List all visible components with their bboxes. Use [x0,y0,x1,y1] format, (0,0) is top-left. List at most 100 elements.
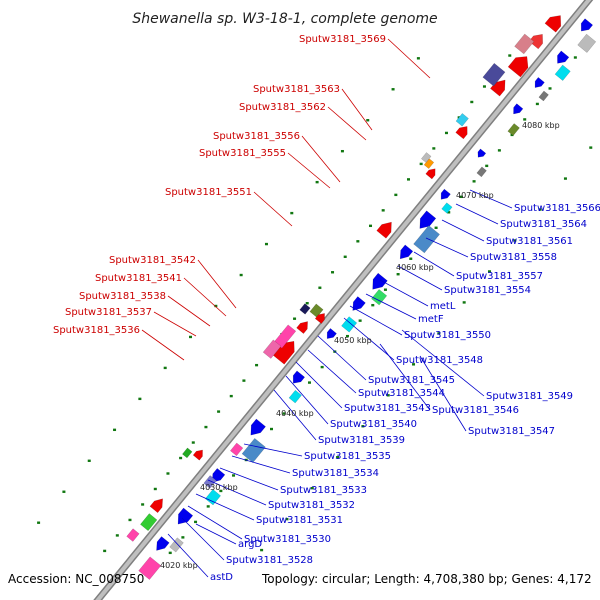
tick-dot [508,54,512,57]
gene-feature [528,34,543,50]
gene-feature [211,468,226,483]
tick-dot [194,520,198,524]
gene-label-Sputw3181_3534: Sputw3181_3534 [292,468,379,479]
gene-feature [169,537,184,553]
leader-line [207,479,267,506]
leader-line [425,237,469,258]
tick-dot [62,490,66,493]
tick-dot [444,131,448,135]
tick-dot [358,319,362,322]
gene-label-Sputw3181_3542: Sputw3181_3542 [109,255,196,266]
gene-feature [554,64,571,81]
tick-dot [366,119,370,122]
gene-feature [455,126,468,140]
leader-line [349,305,403,336]
tick-dot [217,410,221,413]
label-leader-lines [141,38,513,578]
tick-dot [270,427,274,431]
gene-label-Sputw3181_3546: Sputw3181_3546 [432,405,519,416]
leader-line [195,493,255,521]
gene-feature [296,321,308,334]
tick-dot [340,149,344,153]
gene-label-Sputw3181_3540: Sputw3181_3540 [330,419,417,430]
tick-dot [487,270,491,273]
gene-label-Sputw3181_3548: Sputw3181_3548 [396,355,483,366]
leader-line [413,251,455,277]
tick-dot [310,486,314,490]
tick-dot [510,133,514,137]
tick-dot [128,518,132,522]
leader-line [219,467,279,491]
gene-label-Sputw3181_3562: Sputw3181_3562 [239,102,326,113]
gene-feature [288,389,302,404]
tick-dot [523,118,527,121]
tick-dot [191,441,195,444]
kbp-tick-label: 4020 kbp [160,561,198,570]
tick-dot [345,334,349,338]
kbp-tick-labels: 4020 kbp 4030 kbp 4040 kbp 4050 kbp 4060 kbp… [160,121,560,570]
tick-dot [331,271,335,274]
gene-label-Sputw3181_3537: Sputw3181_3537 [65,307,152,318]
tick-dot [538,208,542,211]
gene-feature [455,113,469,127]
gene-label-Sputw3181_3543: Sputw3181_3543 [344,403,431,414]
topology-text: Topology: circular; Length: 4,708,380 bp… [262,572,592,586]
gene-label-Sputw3181_3538: Sputw3181_3538 [79,291,166,302]
gene-label-Sputw3181_3528: Sputw3181_3528 [226,555,313,566]
gene-feature [557,50,570,64]
tick-dot [394,193,398,197]
tick-dot [282,412,286,415]
gene-label-Sputw3181_3558: Sputw3181_3558 [470,252,557,263]
tick-dot [264,242,268,246]
gene-feature [441,202,453,214]
tick-dot [343,255,347,258]
gene-feature [126,528,140,542]
tick-dot [239,273,243,277]
tick-dot [204,425,208,429]
gene-feature [399,244,414,260]
tick-dot [356,240,360,243]
tick-dot [548,87,552,90]
tick-dot [497,149,501,152]
tick-dot [383,288,387,291]
gene-label-Sputw3181_3533: Sputw3181_3533 [280,485,367,496]
leader-line [285,375,329,425]
gene-feature [192,449,203,461]
leader-line [197,259,237,309]
tick-dot [219,489,223,493]
leader-line [379,279,429,307]
leader-line [365,293,417,320]
gene-label-Sputw3181_3541: Sputw3181_3541 [95,273,182,284]
gene-feature [241,437,266,464]
leader-line [379,343,431,411]
leader-line [287,152,331,189]
gene-label-astD: astD [210,572,233,583]
tick-dot [285,517,289,521]
kbp-tick-label: 4040 kbp [276,409,314,418]
tick-dot [255,363,259,367]
gene-feature [580,18,594,32]
tick-dot [482,85,486,88]
leader-line [455,203,499,225]
tick-dot [168,551,172,555]
tick-dot [214,304,218,308]
leader-line [167,295,211,327]
gene-feature [482,62,506,87]
gene-feature [292,370,306,384]
gene-label-Sputw3181_3535: Sputw3181_3535 [304,451,391,462]
gene-label-metL: metL [430,301,456,312]
tick-dot [305,302,309,305]
leader-line [273,389,317,441]
leader-line [183,277,227,317]
gene-label-Sputw3181_3544: Sputw3181_3544 [358,388,445,399]
leader-line [387,38,431,79]
gene-label-Sputw3181_3532: Sputw3181_3532 [268,500,355,511]
leader-line [167,533,209,578]
gene-label-Sputw3181_3550: Sputw3181_3550 [404,330,491,341]
tick-dot [535,102,539,106]
gene-feature [230,442,244,457]
gene-feature [250,418,266,436]
leader-line [327,106,367,141]
tick-dot [434,226,438,229]
